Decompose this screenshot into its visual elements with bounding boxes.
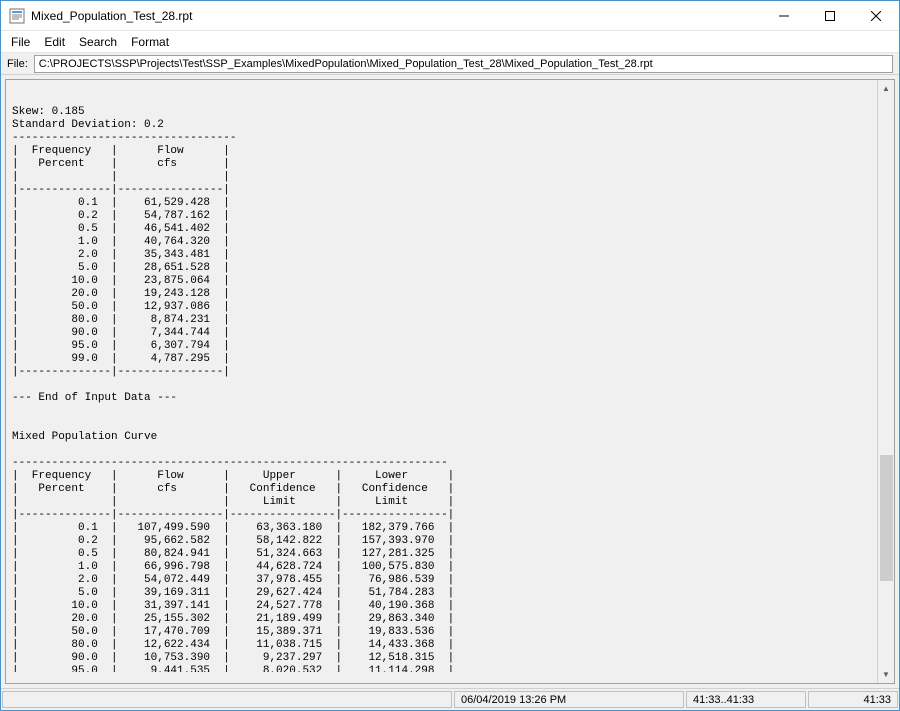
window-controls <box>761 1 899 30</box>
file-path-input[interactable] <box>34 55 893 73</box>
scroll-down-arrow[interactable]: ▼ <box>878 666 894 683</box>
close-button[interactable] <box>853 1 899 30</box>
window-title: Mixed_Population_Test_28.rpt <box>31 9 761 23</box>
status-coord1: 41:33..41:33 <box>686 691 806 708</box>
status-datetime: 06/04/2019 13:26 PM <box>454 691 684 708</box>
minimize-button[interactable] <box>761 1 807 30</box>
menubar: File Edit Search Format <box>1 31 899 53</box>
titlebar: Mixed_Population_Test_28.rpt <box>1 1 899 31</box>
content-outer: Skew: 0.185 Standard Deviation: 0.2 ----… <box>1 75 899 688</box>
status-coord2: 41:33 <box>808 691 898 708</box>
status-cell-empty <box>2 691 452 708</box>
app-icon <box>9 8 25 24</box>
scroll-thumb[interactable] <box>880 455 893 580</box>
menu-search[interactable]: Search <box>73 33 123 51</box>
file-label: File: <box>7 58 28 70</box>
menu-file[interactable]: File <box>5 33 36 51</box>
app-window: Mixed_Population_Test_28.rpt File Edit S… <box>0 0 900 711</box>
report-text: Skew: 0.185 Standard Deviation: 0.2 ----… <box>6 91 877 672</box>
content-frame: Skew: 0.185 Standard Deviation: 0.2 ----… <box>5 79 895 684</box>
vertical-scrollbar[interactable]: ▲ ▼ <box>877 80 894 683</box>
filebar: File: <box>1 53 899 75</box>
maximize-button[interactable] <box>807 1 853 30</box>
menu-format[interactable]: Format <box>125 33 175 51</box>
scroll-up-arrow[interactable]: ▲ <box>878 80 894 97</box>
statusbar: 06/04/2019 13:26 PM 41:33..41:33 41:33 <box>1 688 899 710</box>
menu-edit[interactable]: Edit <box>38 33 71 51</box>
